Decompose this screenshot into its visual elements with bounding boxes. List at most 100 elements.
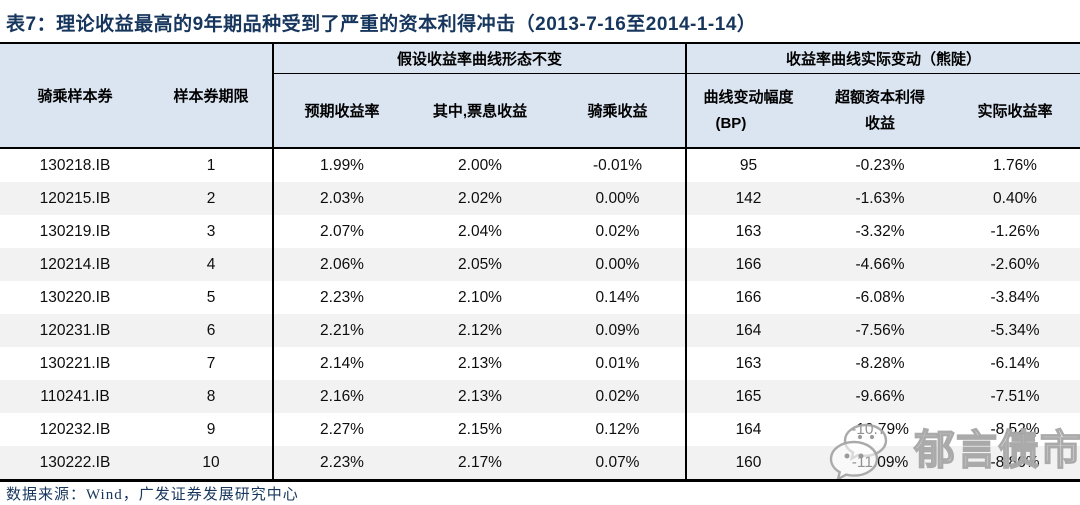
cell-curve-change-bp: 160 xyxy=(685,446,810,479)
cell-coupon-yield: 2.00% xyxy=(458,156,502,174)
cell-term: 2 xyxy=(206,189,216,207)
cell-curve-change-bp: 166 xyxy=(685,248,810,281)
cell-actual-yield: -3.84% xyxy=(990,288,1040,306)
cell-coupon-yield: 2.04% xyxy=(458,222,502,240)
cell-excess-capital-gain: -11.09% xyxy=(851,453,909,471)
cell-actual-yield: -6.14% xyxy=(990,354,1040,372)
cell-coupon-yield: 2.13% xyxy=(458,354,502,372)
cell-coupon-yield: 2.13% xyxy=(458,387,502,405)
cell-riding-yield: 0.01% xyxy=(595,354,640,372)
cell-bond-code: 120231.IB xyxy=(39,321,111,339)
table-row: 130221.IB 7 2.14% 2.13% 0.01% 163 -8.28%… xyxy=(0,347,1080,380)
cell-actual-yield: -1.26% xyxy=(990,222,1040,240)
cell-expected-yield: 2.23% xyxy=(272,281,410,314)
cell-curve-change-bp: 164 xyxy=(685,413,810,446)
table-row: 130219.IB 3 2.07% 2.04% 0.02% 163 -3.32%… xyxy=(0,215,1080,248)
cell-excess-capital-gain: -0.23% xyxy=(855,156,905,174)
cell-excess-capital-gain: -4.66% xyxy=(855,255,905,273)
table-row: 120232.IB 9 2.27% 2.15% 0.12% 164 -10.79… xyxy=(0,413,1080,446)
cell-excess-capital-gain: -1.63% xyxy=(855,189,905,207)
cell-actual-yield: -7.51% xyxy=(990,387,1040,405)
cell-riding-yield: 0.02% xyxy=(595,387,640,405)
cell-riding-yield: 0.00% xyxy=(595,189,640,207)
cell-actual-yield: 0.40% xyxy=(993,189,1037,207)
table-row: 130222.IB 10 2.23% 2.17% 0.07% 160 -11.0… xyxy=(0,446,1080,479)
cell-excess-capital-gain: -7.56% xyxy=(855,321,905,339)
header-coupon-yield: 其中,票息收益 xyxy=(432,103,528,120)
cell-riding-yield: 0.02% xyxy=(595,222,640,240)
cell-excess-capital-gain: -8.28% xyxy=(855,354,905,372)
cell-curve-change-bp: 163 xyxy=(685,347,810,380)
cell-curve-change-bp: 142 xyxy=(685,182,810,215)
cell-bond-code: 130219.IB xyxy=(39,222,111,240)
cell-excess-capital-gain: -3.32% xyxy=(855,222,905,240)
table-row: 130220.IB 5 2.23% 2.10% 0.14% 166 -6.08%… xyxy=(0,281,1080,314)
cell-curve-change-bp: 163 xyxy=(685,215,810,248)
header-excess-capital-gain: 超额资本利得 收益 xyxy=(810,74,950,147)
cell-curve-change-bp: 165 xyxy=(685,380,810,413)
header-actual-yield: 实际收益率 xyxy=(977,103,1053,120)
cell-riding-yield: 0.14% xyxy=(595,288,640,306)
header-expected-yield: 预期收益率 xyxy=(272,74,410,147)
cell-curve-change-bp: 166 xyxy=(685,281,810,314)
cell-riding-yield: 0.12% xyxy=(595,420,640,438)
cell-actual-yield: -2.60% xyxy=(990,255,1040,273)
header-group-actual: 收益率曲线实际变动（熊陡） xyxy=(685,44,1080,74)
cell-expected-yield: 2.27% xyxy=(272,413,410,446)
cell-term: 10 xyxy=(202,453,220,471)
cell-expected-yield: 2.14% xyxy=(272,347,410,380)
table-row: 120215.IB 2 2.03% 2.02% 0.00% 142 -1.63%… xyxy=(0,182,1080,215)
table-row: 120231.IB 6 2.21% 2.12% 0.09% 164 -7.56%… xyxy=(0,314,1080,347)
header-term-column: 样本券期限 xyxy=(173,88,249,105)
cell-expected-yield: 2.03% xyxy=(272,182,410,215)
cell-term: 6 xyxy=(206,321,216,339)
cell-curve-change-bp: 95 xyxy=(685,149,810,182)
cell-actual-yield: -8.86% xyxy=(990,453,1040,471)
cell-expected-yield: 2.21% xyxy=(272,314,410,347)
cell-excess-capital-gain: -10.79% xyxy=(851,420,909,438)
header-excess-label-line2: 收益 xyxy=(864,114,895,132)
cell-bond-code: 120214.IB xyxy=(39,255,111,273)
cell-bond-code: 130218.IB xyxy=(39,156,111,174)
header-bond-column: 骑乘样本券 xyxy=(37,88,113,105)
cell-excess-capital-gain: -9.66% xyxy=(855,387,905,405)
cell-bond-code: 110241.IB xyxy=(40,387,110,405)
cell-expected-yield: 2.06% xyxy=(272,248,410,281)
cell-curve-change-bp: 164 xyxy=(685,314,810,347)
cell-actual-yield: 1.76% xyxy=(993,156,1037,174)
cell-actual-yield: -5.34% xyxy=(990,321,1040,339)
data-source: 数据来源：Wind，广发证券发展研究中心 xyxy=(6,487,299,503)
cell-bond-code: 130220.IB xyxy=(39,288,111,306)
cell-term: 1 xyxy=(206,156,216,174)
cell-term: 7 xyxy=(206,354,216,372)
cell-riding-yield: 0.00% xyxy=(595,255,640,273)
cell-riding-yield: -0.01% xyxy=(592,156,643,174)
header-curve-change-label: 曲线变动幅度 xyxy=(703,88,794,106)
cell-coupon-yield: 2.17% xyxy=(458,453,502,471)
table-title: 表7：理论收益最高的9年期品种受到了严重的资本利得冲击（2013-7-16至20… xyxy=(6,14,757,35)
table-body: 130218.IB 1 1.99% 2.00% -0.01% 95 -0.23%… xyxy=(0,149,1080,479)
header-riding-yield: 骑乘收益 xyxy=(587,103,648,120)
cell-riding-yield: 0.07% xyxy=(595,453,640,471)
table-row: 120214.IB 4 2.06% 2.05% 0.00% 166 -4.66%… xyxy=(0,248,1080,281)
header-curve-change-bp: 曲线变动幅度 (BP) xyxy=(685,74,810,147)
cell-coupon-yield: 2.15% xyxy=(458,420,502,438)
cell-term: 8 xyxy=(206,387,216,405)
header-bp-unit-label: (BP) xyxy=(715,114,747,132)
cell-coupon-yield: 2.10% xyxy=(458,288,502,306)
table-row: 130218.IB 1 1.99% 2.00% -0.01% 95 -0.23%… xyxy=(0,149,1080,182)
cell-coupon-yield: 2.12% xyxy=(458,321,502,339)
cell-term: 5 xyxy=(206,288,216,306)
cell-riding-yield: 0.09% xyxy=(595,321,640,339)
cell-term: 3 xyxy=(206,222,216,240)
cell-expected-yield: 2.07% xyxy=(272,215,410,248)
cell-term: 4 xyxy=(206,255,216,273)
cell-expected-yield: 2.16% xyxy=(272,380,410,413)
cell-actual-yield: -8.52% xyxy=(990,420,1040,438)
cell-excess-capital-gain: -6.08% xyxy=(855,288,905,306)
cell-bond-code: 120232.IB xyxy=(39,420,111,438)
cell-expected-yield: 1.99% xyxy=(272,149,410,182)
data-table: 骑乘样本券 样本券期限 假设收益率曲线形态不变 收益率曲线实际变动（熊陡） 预期… xyxy=(0,42,1080,482)
cell-bond-code: 120215.IB xyxy=(39,189,111,207)
